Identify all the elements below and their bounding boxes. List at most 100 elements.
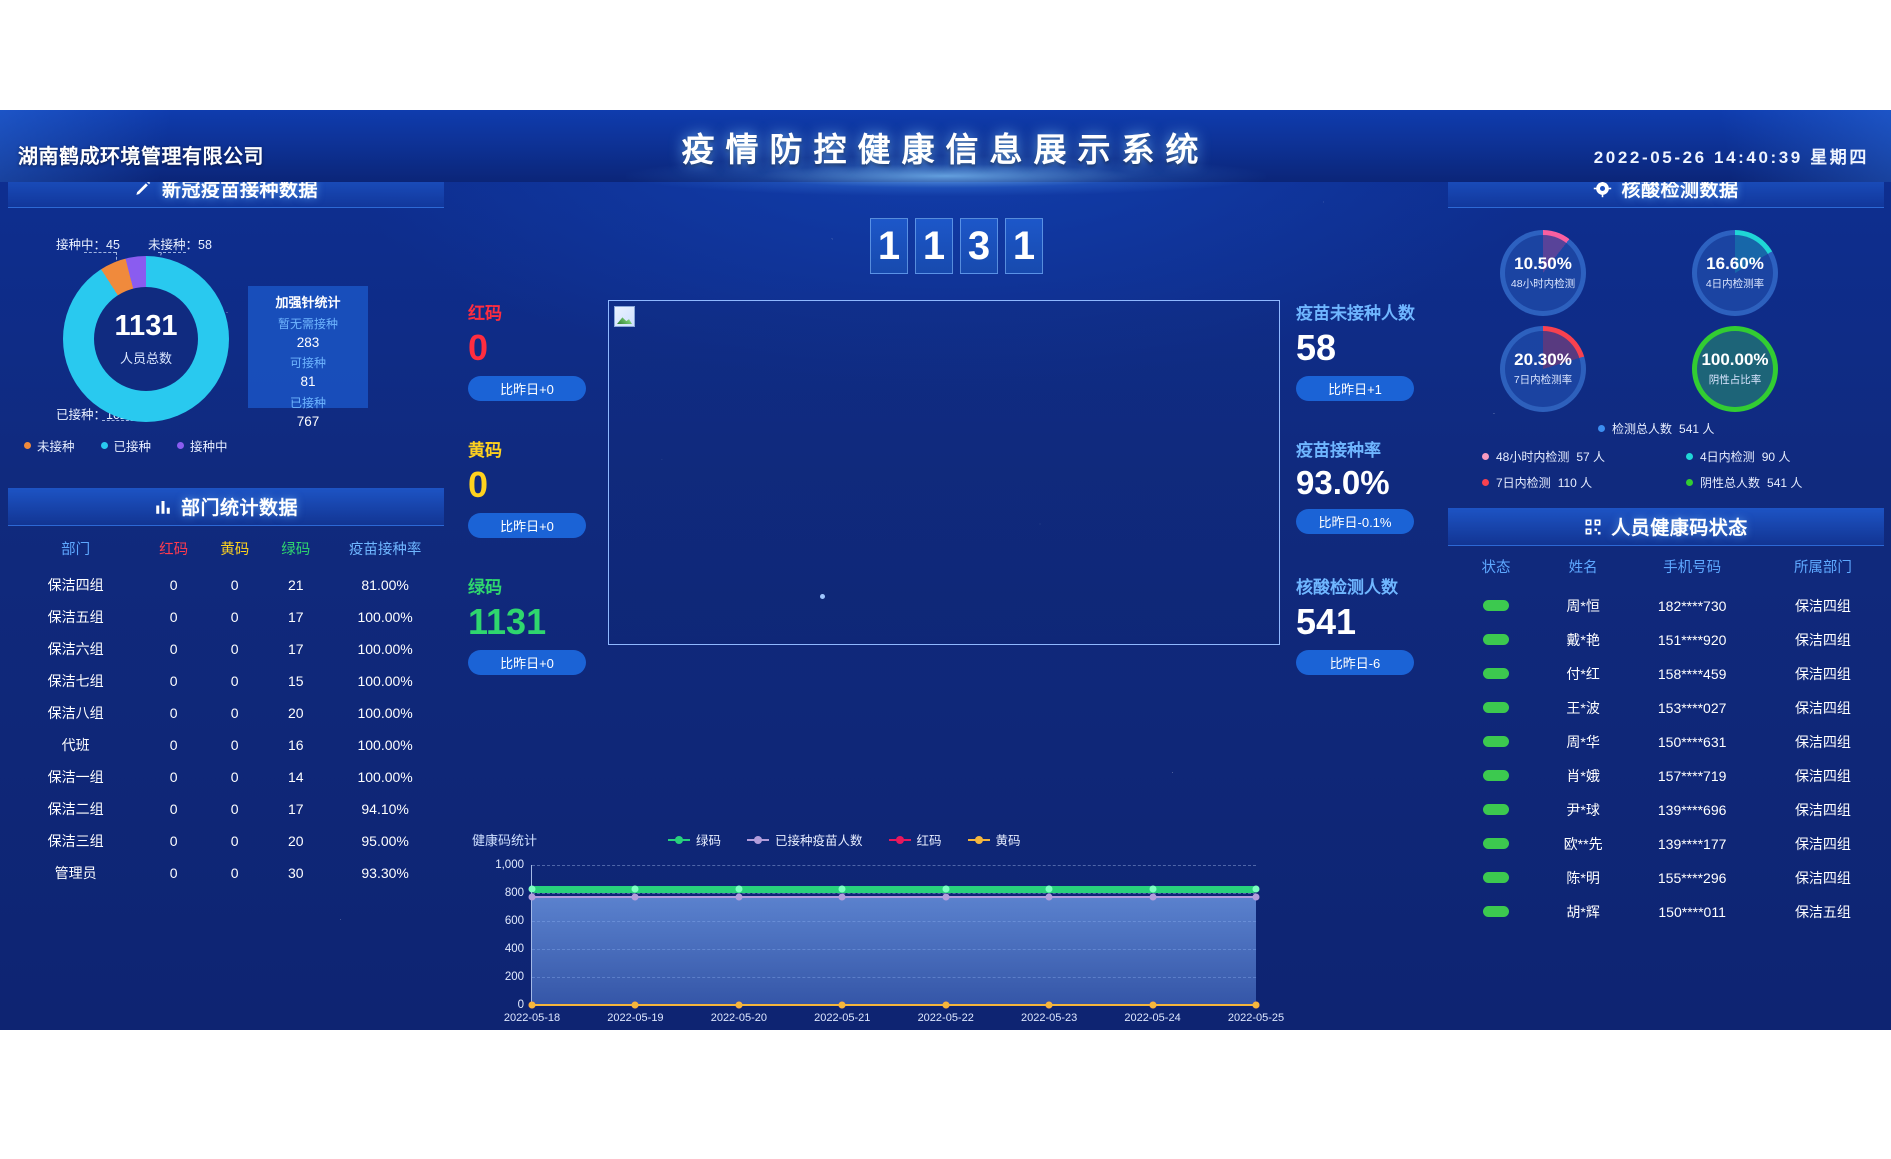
- table-row[interactable]: 保洁二组 0 0 17 94.10%: [8, 793, 444, 825]
- table-row[interactable]: 尹*球 139****696 保洁四组: [1448, 793, 1884, 827]
- chart-data-point: [735, 885, 743, 893]
- cell-phone: 153****027: [1657, 700, 1727, 716]
- gauge-percentage: 100.00%: [1701, 349, 1769, 369]
- chart-data-point: [631, 1001, 639, 1009]
- chart-data-point: [1252, 893, 1260, 901]
- chart-area-fill: [532, 897, 1256, 1005]
- chart-data-point: [1149, 885, 1157, 893]
- col-green: 绿码: [281, 542, 311, 558]
- chart-data-point: [838, 893, 846, 901]
- chart-legend-item[interactable]: 绿码: [668, 830, 721, 849]
- chart-data-point: [942, 885, 950, 893]
- cell-rate: 100.00%: [357, 641, 413, 657]
- col-rate: 疫苗接种率: [348, 542, 422, 558]
- cell-yellow: 0: [230, 705, 239, 721]
- chart-legend-item[interactable]: 已接种疫苗人数: [747, 830, 863, 849]
- legend-value: 541 人: [1767, 476, 1803, 490]
- donut-total-value: 1131: [114, 310, 178, 343]
- legend-label: 已接种疫苗人数: [775, 834, 863, 848]
- table-row[interactable]: 保洁八组 0 0 20 100.00%: [8, 697, 444, 729]
- personnel-table: 状态 姓名 手机号码 所属部门 周*恒 182****730 保洁四组 戴*艳 151*…: [1448, 548, 1884, 929]
- cell-dept: 保洁四组: [47, 577, 104, 593]
- gauge-4: 100.00% 阴性占比率: [1692, 326, 1778, 412]
- legend-label: 48小时内检测: [1496, 450, 1570, 464]
- chart-data-point: [838, 1001, 846, 1009]
- cell-green: 17: [287, 801, 304, 817]
- table-row[interactable]: 管理员 0 0 30 93.30%: [8, 857, 444, 889]
- chart-series-line-vaccinated: [532, 896, 1256, 899]
- table-row[interactable]: 陈*明 155****296 保洁四组: [1448, 861, 1884, 895]
- table-row[interactable]: 戴*艳 151****920 保洁四组: [1448, 623, 1884, 657]
- chart-legend-item[interactable]: 红码: [888, 830, 942, 849]
- table-row[interactable]: 保洁五组 0 0 17 100.00%: [8, 601, 444, 633]
- table-row[interactable]: 保洁四组 0 0 21 81.00%: [8, 569, 444, 601]
- chart-x-tick: 2022-05-22: [917, 1012, 974, 1024]
- table-row[interactable]: 王*波 153****027 保洁四组: [1448, 691, 1884, 725]
- stat-label: 疫苗接种率: [1296, 441, 1381, 460]
- cell-status: [1448, 895, 1544, 929]
- status-badge: [1482, 906, 1509, 917]
- chart-data-point: [735, 893, 743, 901]
- chart-data-point: [528, 893, 536, 901]
- table-row[interactable]: 周*恒 182****730 保洁四组: [1448, 589, 1884, 623]
- cell-name: 周*华: [1566, 734, 1600, 750]
- chart-gridline: [532, 865, 1256, 866]
- chart-y-axis: [531, 865, 532, 1005]
- chart-x-tick: 2022-05-20: [710, 1012, 767, 1024]
- chart-x-tick: 2022-05-18: [503, 1012, 561, 1024]
- cell-phone: 139****696: [1657, 802, 1727, 818]
- table-row[interactable]: 欧**先 139****177 保洁四组: [1448, 827, 1884, 861]
- col-yellow: 黄码: [220, 542, 250, 558]
- cell-dept: 保洁四组: [1794, 700, 1851, 716]
- cell-name: 肖*娥: [1566, 768, 1600, 784]
- cell-green: 21: [287, 577, 304, 593]
- department-panel-body: 部门 红码 黄码 绿码 疫苗接种率 保洁四组 0 0 21 81.00% 保洁五组 0 0 17…: [8, 530, 444, 889]
- cell-dept: 保洁四组: [1794, 598, 1851, 614]
- table-row[interactable]: 保洁一组 0 0 14 100.00%: [8, 761, 444, 793]
- col-dept: 所属部门: [1793, 560, 1852, 576]
- legend-color-dot: [1686, 453, 1693, 460]
- chart-x-tick: 2022-05-24: [1124, 1012, 1181, 1024]
- stat-block-nucleic-count: 核酸检测人数 541 比昨日-6: [1296, 569, 1426, 706]
- stat-delta-badge: 比昨日+0: [468, 512, 586, 538]
- cell-rate: 94.10%: [361, 801, 409, 817]
- cell-red: 0: [169, 769, 178, 785]
- cell-phone: 139****177: [1657, 836, 1727, 852]
- chart-x-tick: 2022-05-21: [814, 1012, 871, 1024]
- chart-x-tick: 2022-05-23: [1021, 1012, 1078, 1024]
- cell-red: 0: [169, 833, 178, 849]
- cell-status: [1448, 759, 1544, 793]
- cell-red: 0: [169, 865, 178, 881]
- cell-red: 0: [169, 577, 178, 593]
- table-row[interactable]: 胡*辉 150****011 保洁五组: [1448, 895, 1884, 929]
- cell-yellow: 0: [230, 609, 239, 625]
- booster-value: 767: [296, 413, 320, 429]
- table-row[interactable]: 肖*娥 157****719 保洁四组: [1448, 759, 1884, 793]
- chart-legend: 绿码 已接种疫苗人数 红码 黄码: [668, 830, 1021, 849]
- gauge-1: 10.50% 48小时内检测: [1500, 230, 1586, 316]
- stat-label: 绿码: [468, 578, 502, 597]
- counter-digit: 1: [870, 218, 908, 274]
- stat-value: 93.0%: [1296, 464, 1390, 501]
- cell-status: [1448, 725, 1544, 759]
- nucleic-legend: 检测总人数 541 人 48小时内检测 57 人 4日内检测 90 人 7日内检测 110 人…: [1448, 418, 1884, 492]
- status-badge: [1482, 702, 1509, 713]
- table-row[interactable]: 周*华 150****631 保洁四组: [1448, 725, 1884, 759]
- chart-series-line-yellow: [532, 1004, 1256, 1006]
- legend-label: 红码: [916, 834, 942, 848]
- legend-label: 未接种: [37, 440, 75, 454]
- legend-label: 阴性总人数: [1700, 476, 1761, 490]
- gauge-caption: 4日内检测率: [1705, 278, 1765, 291]
- table-row[interactable]: 保洁三组 0 0 20 95.00%: [8, 825, 444, 857]
- cell-name: 胡*辉: [1566, 904, 1600, 920]
- department-stats-panel: 部门统计数据 部门 红码 黄码 绿码 疫苗接种率 保洁四组 0 0 21 81.00% 保…: [8, 488, 444, 1028]
- table-row[interactable]: 保洁七组 0 0 15 100.00%: [8, 665, 444, 697]
- table-row[interactable]: 代班 0 0 16 100.00%: [8, 729, 444, 761]
- table-header-row: 部门 红码 黄码 绿码 疫苗接种率: [8, 530, 444, 569]
- legend-item: 48小时内检测 57 人: [1482, 448, 1605, 465]
- legend-label: 7日内检测: [1496, 476, 1551, 490]
- legend-label: 绿码: [696, 834, 722, 848]
- table-row[interactable]: 付*红 158****459 保洁四组: [1448, 657, 1884, 691]
- chart-legend-item[interactable]: 黄码: [967, 830, 1021, 849]
- table-row[interactable]: 保洁六组 0 0 17 100.00%: [8, 633, 444, 665]
